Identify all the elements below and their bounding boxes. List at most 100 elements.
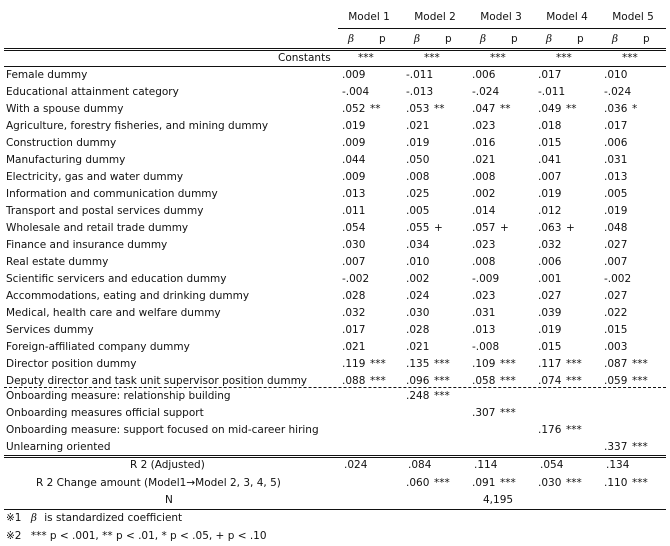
- r2-change-label: R 2 Change amount (Model1→Model 2, 3, 4,…: [36, 477, 281, 489]
- coef-value-model-3: .021: [472, 154, 496, 166]
- coef-value-model-3: .023: [472, 239, 496, 251]
- r2-change-value-model-3: .091: [472, 477, 496, 489]
- coef-value-model-5: .027: [604, 290, 628, 302]
- coef-stars-model-1: ***: [370, 358, 386, 370]
- beta-header-model-5: β: [612, 33, 619, 45]
- variable-row: Agriculture, forestry fisheries, and min…: [0, 118, 670, 135]
- coef-value-model-3: .013: [472, 324, 496, 336]
- coef-stars-model-3: +: [500, 222, 509, 234]
- coef-stars-model-5: ***: [632, 375, 648, 387]
- coef-value-model-4: .117: [538, 358, 562, 370]
- header-rule: [338, 28, 666, 29]
- model-5-header: Model 5: [612, 11, 654, 23]
- constant-stars-model-4: ***: [556, 52, 572, 64]
- coef-value-model-4: -.011: [538, 86, 566, 98]
- coef-value-model-2: .002: [406, 273, 430, 285]
- coef-value-model-1: .017: [342, 324, 366, 336]
- coef-value-model-5: .031: [604, 154, 628, 166]
- coef-value-model-1: .007: [342, 256, 366, 268]
- bottom-rule: [4, 509, 666, 510]
- variable-label: Accommodations, eating and drinking dumm…: [6, 290, 250, 302]
- coef-value-model-1: .019: [342, 120, 366, 132]
- variable-row: Deputy director and task unit supervisor…: [0, 373, 670, 390]
- measure-stars: ***: [434, 390, 450, 402]
- coef-value-model-3: .023: [472, 120, 496, 132]
- measure-row: Onboarding measure: relationship buildin…: [0, 388, 670, 405]
- variable-label: Information and communication dummy: [6, 188, 218, 200]
- coef-stars-model-1: **: [370, 103, 381, 115]
- coef-value-model-4: .039: [538, 307, 562, 319]
- coef-stars-model-4: ***: [566, 375, 582, 387]
- variable-row: Accommodations, eating and drinking dumm…: [0, 288, 670, 305]
- measure-value: .337: [604, 441, 628, 453]
- variable-label: Medical, health care and welfare dummy: [6, 307, 221, 319]
- model-1-header: Model 1: [348, 11, 390, 23]
- coef-stars-model-5: ***: [632, 358, 648, 370]
- coef-value-model-2: .019: [406, 137, 430, 149]
- coef-stars-model-2: +: [434, 222, 443, 234]
- variable-row: Finance and insurance dummy .030 .034 .023.…: [0, 237, 670, 254]
- variable-row: Services dummy .017 .028 .013 .019 .015: [0, 322, 670, 339]
- coef-value-model-4: .074: [538, 375, 562, 387]
- coef-value-model-5: .022: [604, 307, 628, 319]
- variable-label: Transport and postal services dummy: [6, 205, 204, 217]
- measure-value: .307: [472, 407, 496, 419]
- measures-double-rule: [4, 455, 666, 458]
- r2-change-value-model-5: .110: [604, 477, 628, 489]
- variable-row: Information and communication dummy .013.…: [0, 186, 670, 203]
- measure-label: Onboarding measure: relationship buildin…: [6, 390, 231, 402]
- coef-value-model-3: .058: [472, 375, 496, 387]
- coef-value-model-3: -.008: [472, 341, 500, 353]
- coef-value-model-3: -.009: [472, 273, 500, 285]
- coef-value-model-3: .057: [472, 222, 496, 234]
- coef-value-model-1: .013: [342, 188, 366, 200]
- variable-label: Construction dummy: [6, 137, 117, 149]
- coef-value-model-4: .017: [538, 69, 562, 81]
- coef-stars-model-3: **: [500, 103, 511, 115]
- measure-row: Unlearning oriented .337 ***: [0, 439, 670, 456]
- coef-value-model-4: .001: [538, 273, 562, 285]
- variable-label: Agriculture, forestry fisheries, and min…: [6, 120, 269, 132]
- coef-stars-model-2: **: [434, 103, 445, 115]
- variable-row: Foreign-affiliated company dummy .021 .021…: [0, 339, 670, 356]
- coef-value-model-2: -.011: [406, 69, 434, 81]
- variable-row: Female dummy .009 -.011 .006 .017 .010: [0, 67, 670, 84]
- coef-stars-model-3: ***: [500, 375, 516, 387]
- note-1-text: is standardized coefficient: [44, 512, 183, 524]
- coef-value-model-3: .047: [472, 103, 496, 115]
- note-1-mark: ※1: [6, 512, 22, 524]
- coef-value-model-2: .005: [406, 205, 430, 217]
- coef-value-model-1: .044: [342, 154, 366, 166]
- variable-label: Wholesale and retail trade dummy: [6, 222, 189, 234]
- coef-value-model-2: .021: [406, 341, 430, 353]
- coef-value-model-2: .096: [406, 375, 430, 387]
- constant-stars-model-3: ***: [490, 52, 506, 64]
- variable-label: Director position dummy: [6, 358, 137, 370]
- constants-rule: [4, 66, 666, 67]
- coef-value-model-2: .010: [406, 256, 430, 268]
- coef-value-model-1: .009: [342, 69, 366, 81]
- coef-value-model-4: .032: [538, 239, 562, 251]
- coef-value-model-1: .021: [342, 341, 366, 353]
- measure-label: Unlearning oriented: [6, 441, 111, 453]
- coef-value-model-1: .054: [342, 222, 366, 234]
- p-header-model-2: p: [445, 33, 452, 45]
- note-2: ※2 *** p < .001, ** p < .01, * p < .05, …: [6, 528, 267, 545]
- coef-value-model-1: -.002: [342, 273, 370, 285]
- coef-value-model-4: .063: [538, 222, 562, 234]
- coef-value-model-2: .025: [406, 188, 430, 200]
- coef-value-model-5: .048: [604, 222, 628, 234]
- coef-value-model-5: .027: [604, 239, 628, 251]
- coef-value-model-3: .008: [472, 256, 496, 268]
- variable-row: Real estate dummy .007 .010 .008 .006 .007: [0, 254, 670, 271]
- p-header-model-3: p: [511, 33, 518, 45]
- r2-change-stars-model-4: ***: [566, 477, 582, 489]
- coef-value-model-5: .013: [604, 171, 628, 183]
- variable-label: Female dummy: [6, 69, 88, 81]
- p-header-model-5: p: [643, 33, 650, 45]
- coef-stars-model-4: +: [566, 222, 575, 234]
- measure-row: Onboarding measure: support focused on m…: [0, 422, 670, 439]
- coef-value-model-1: .009: [342, 171, 366, 183]
- coef-value-model-5: .003: [604, 341, 628, 353]
